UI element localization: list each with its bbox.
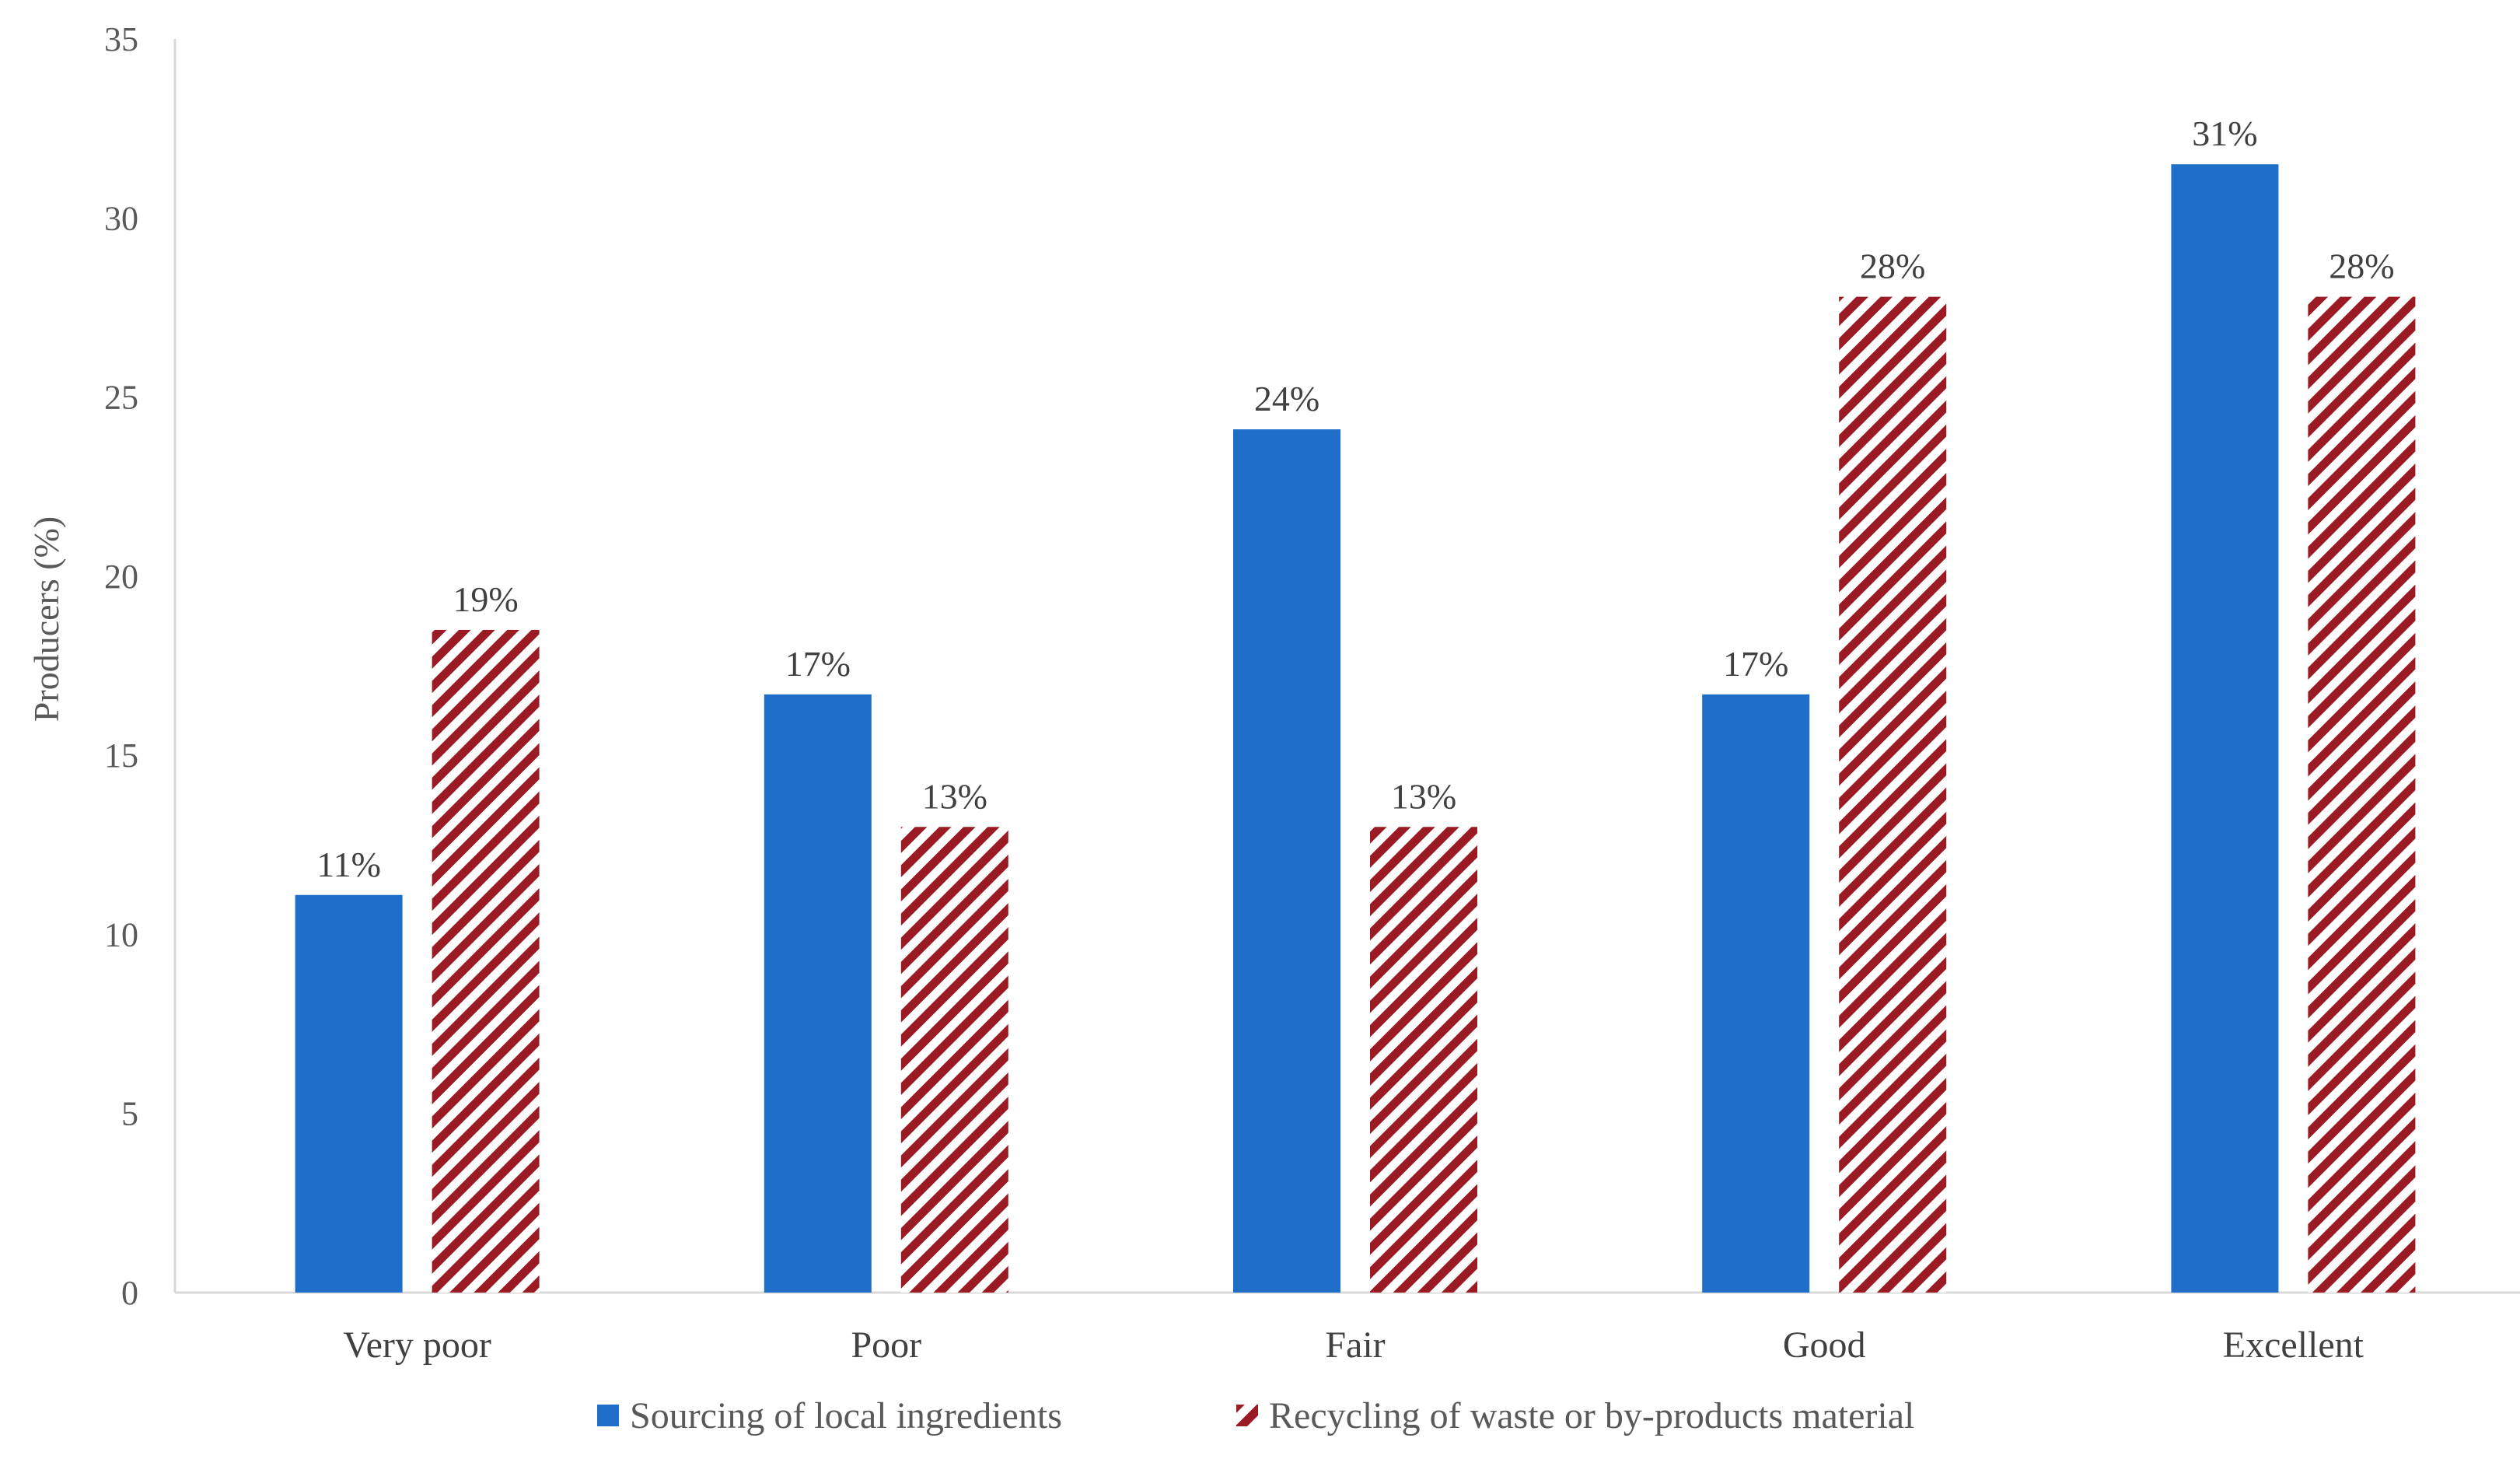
y-tick-label: 35 [104, 20, 138, 58]
bar-sourcing [295, 894, 403, 1293]
bar-sourcing [1233, 429, 1340, 1293]
y-tick-label: 0 [121, 1274, 138, 1312]
bar-recycling [2308, 296, 2416, 1293]
x-category-label: Poor [851, 1324, 921, 1366]
x-category-label: Good [1783, 1324, 1866, 1366]
bar-recycling [432, 629, 540, 1293]
y-tick-label: 15 [104, 736, 138, 775]
bar-sourcing [1702, 694, 1810, 1293]
data-label: 13% [922, 776, 987, 816]
y-tick-label: 30 [104, 199, 138, 237]
bar-sourcing [764, 694, 872, 1293]
data-label: 19% [453, 579, 518, 619]
y-tick-label: 10 [104, 915, 138, 953]
bar-sourcing [2171, 164, 2279, 1293]
data-label: 28% [1860, 247, 1925, 286]
y-tick-label: 25 [104, 379, 138, 417]
data-label: 11% [316, 845, 381, 884]
bar-recycling [1370, 827, 1477, 1293]
legend-swatch-sourcing [597, 1405, 619, 1426]
x-category-label: Excellent [2223, 1324, 2364, 1366]
x-category-label: Fair [1325, 1324, 1385, 1366]
y-tick-label: 5 [121, 1095, 138, 1133]
bars-layer [295, 164, 2416, 1293]
data-label: 31% [2192, 114, 2257, 153]
data-label: 13% [1391, 776, 1456, 816]
legend-label-sourcing: Sourcing of local ingredients [630, 1395, 1062, 1436]
x-category-label: Very poor [343, 1324, 491, 1366]
bar-recycling [1839, 296, 1947, 1293]
data-label: 24% [1254, 379, 1319, 418]
axis-layer: 0 5 10 15 20 25 30 35 Producers (%) [26, 20, 2520, 1312]
legend-swatch-recycling [1236, 1405, 1258, 1426]
data-label: 28% [2329, 247, 2394, 286]
y-axis-title: Producers (%) [26, 516, 66, 722]
data-label: 17% [1723, 644, 1788, 684]
data-label: 17% [785, 644, 851, 684]
legend: Sourcing of local ingredients Recycling o… [597, 1395, 1914, 1436]
legend-label-recycling: Recycling of waste or by-products materi… [1269, 1395, 1914, 1436]
labels-layer: 11% 19% Very poor 17% 13% Poor 24% 13% Fair 17% 28… [316, 114, 2394, 1366]
bar-recycling [900, 827, 1008, 1293]
y-tick-label: 20 [104, 558, 138, 596]
